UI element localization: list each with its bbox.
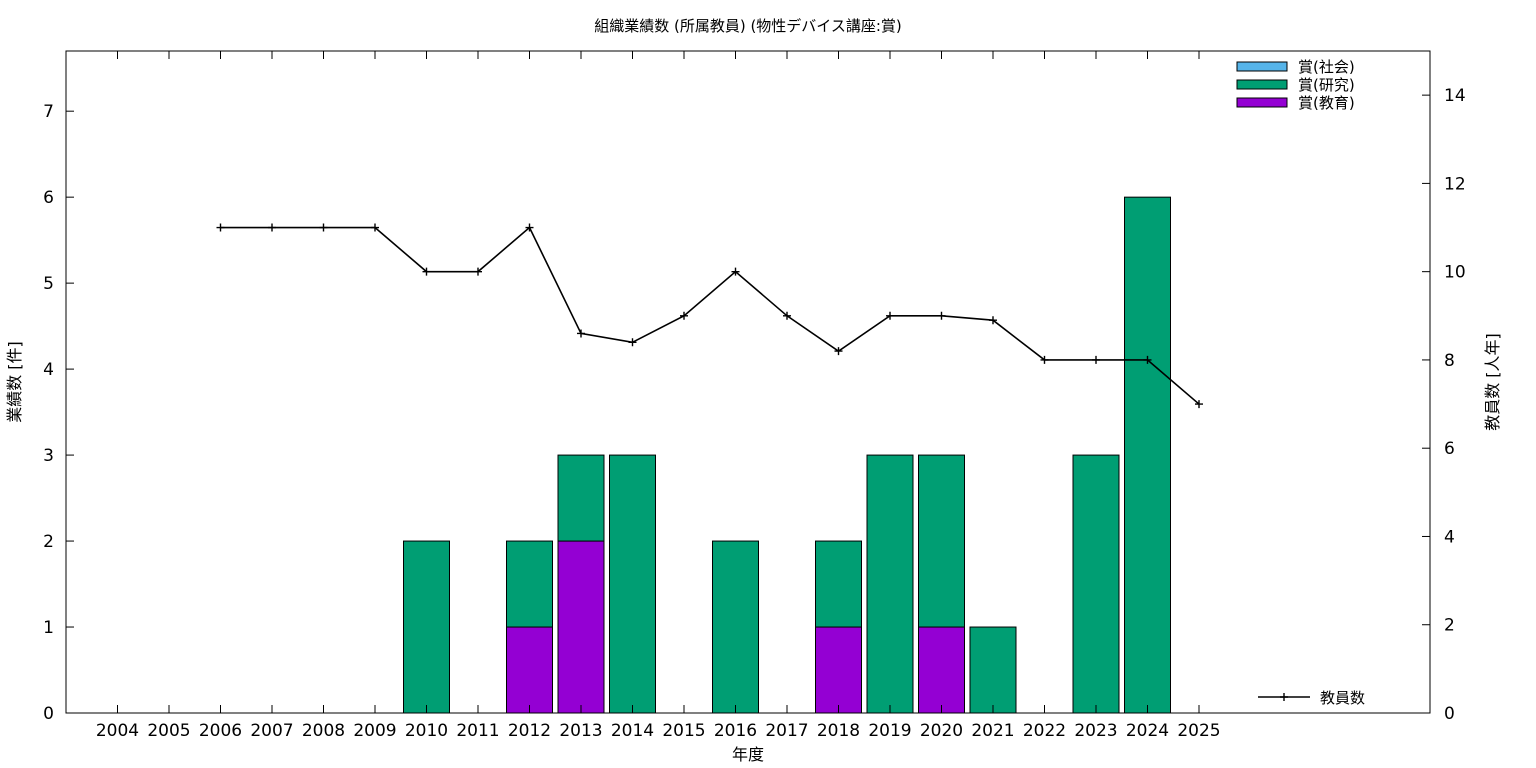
line-point <box>268 223 276 232</box>
bar-2012-s0 <box>506 626 553 714</box>
legend-swatch <box>1236 97 1288 108</box>
bar-2014-s1 <box>609 454 656 714</box>
y2-tick-label: 2 <box>1444 616 1455 636</box>
y-tick-label: 5 <box>43 274 54 294</box>
bar-2020-s0 <box>918 626 965 714</box>
legend-swatch <box>1236 79 1288 90</box>
line-point <box>1040 355 1049 364</box>
y2-tick-label: 10 <box>1444 263 1466 283</box>
x-tick-label: 2022 <box>1023 721 1066 741</box>
x-tick-label: 2005 <box>147 721 190 741</box>
line-point <box>371 223 379 232</box>
x-tick-label: 2013 <box>559 721 602 741</box>
line-point <box>628 338 637 347</box>
bar-2018-s1 <box>815 540 862 628</box>
plot-frame <box>65 50 1431 714</box>
bar-2024-s1 <box>1124 196 1171 714</box>
x-tick-label: 2006 <box>199 721 242 741</box>
y2-axis: 0 2 4 6 8 10 12 14 <box>1422 86 1466 724</box>
line-point <box>731 267 740 276</box>
line-series-group <box>216 223 1203 409</box>
x-tick-label: 2008 <box>302 721 345 741</box>
y-tick-label: 4 <box>43 360 54 380</box>
x-tick-label: 2012 <box>508 721 551 741</box>
bar-2020-s1 <box>918 454 965 628</box>
line-point <box>834 347 843 356</box>
y-axis-label: 業績数 [件] <box>5 341 24 423</box>
y2-tick-label: 12 <box>1444 174 1466 194</box>
x-tick-label: 2018 <box>817 721 860 741</box>
line-point <box>886 311 894 320</box>
y2-tick-label: 0 <box>1444 704 1455 724</box>
line-point <box>474 267 482 276</box>
x-axis-label: 年度 <box>732 745 764 764</box>
y-tick-label: 6 <box>43 188 54 208</box>
x-tick-label: 2014 <box>611 721 654 741</box>
y-tick-label: 7 <box>43 102 54 122</box>
x-tick-label: 2016 <box>714 721 757 741</box>
x-tick-label: 2023 <box>1074 721 1117 741</box>
x-tick-label: 2009 <box>353 721 396 741</box>
x-tick-label: 2017 <box>765 721 808 741</box>
bar-2012-s1 <box>506 540 553 628</box>
bars-group <box>403 196 1171 714</box>
legend-swatch <box>1236 61 1288 72</box>
x-tick-label: 2021 <box>971 721 1014 741</box>
y2-tick-label: 14 <box>1444 86 1466 106</box>
line-point <box>319 223 328 232</box>
line-point <box>783 311 791 320</box>
bar-2016-s1 <box>712 540 759 714</box>
line-point <box>1092 355 1100 364</box>
x-tick-label: 2010 <box>405 721 448 741</box>
line-point <box>680 311 688 320</box>
line-legend: 教員数 <box>1258 689 1365 707</box>
line-legend-label: 教員数 <box>1320 689 1365 707</box>
bar-2019-s1 <box>866 454 914 714</box>
line-point <box>525 223 534 232</box>
x-tick-label: 2015 <box>662 721 705 741</box>
line-point <box>1143 355 1152 364</box>
y-tick-label: 3 <box>43 446 54 466</box>
x-tick-label: 2019 <box>868 721 911 741</box>
x-axis: 2004 2005 2006 2007 2008 2009 2010 2011 2012 2013… <box>96 51 1221 741</box>
line-point <box>422 267 431 276</box>
y-tick-label: 2 <box>43 532 54 552</box>
bar-2010-s1 <box>403 540 450 714</box>
bar-2013-s1 <box>557 454 605 542</box>
chart-title: 組織業績数 (所属教員) (物性デバイス講座:賞) <box>594 17 902 35</box>
bar-2021-s1 <box>969 626 1017 714</box>
x-tick-label: 2024 <box>1126 721 1169 741</box>
y2-tick-label: 8 <box>1444 351 1455 371</box>
legend: 賞(社会)賞(研究)賞(教育) <box>1236 58 1355 112</box>
legend-label: 賞(研究) <box>1298 76 1355 94</box>
bar-2023-s1 <box>1072 454 1120 714</box>
x-tick-label: 2020 <box>920 721 963 741</box>
x-tick-label: 2011 <box>456 721 499 741</box>
y-tick-label: 0 <box>43 704 54 724</box>
x-tick-label: 2007 <box>250 721 293 741</box>
legend-label: 賞(教育) <box>1298 94 1355 112</box>
line-point <box>1195 400 1203 409</box>
bar-2018-s0 <box>815 626 862 714</box>
x-tick-label: 2004 <box>96 721 139 741</box>
line-point <box>937 311 946 320</box>
y2-tick-label: 4 <box>1444 527 1455 547</box>
bar-2013-s0 <box>557 540 605 714</box>
line-series-path <box>220 226 1200 405</box>
y-axis: 0 1 2 3 4 5 6 7 <box>43 102 74 724</box>
line-legend-marker <box>1280 693 1288 701</box>
y2-axis-label: 教員数 [人年] <box>1483 333 1502 431</box>
line-point <box>216 223 225 232</box>
x-tick-label: 2025 <box>1177 721 1220 741</box>
line-point <box>989 316 997 325</box>
line-point <box>577 329 585 338</box>
legend-label: 賞(社会) <box>1298 58 1355 76</box>
y-tick-label: 1 <box>43 618 54 638</box>
y2-tick-label: 6 <box>1444 439 1455 459</box>
